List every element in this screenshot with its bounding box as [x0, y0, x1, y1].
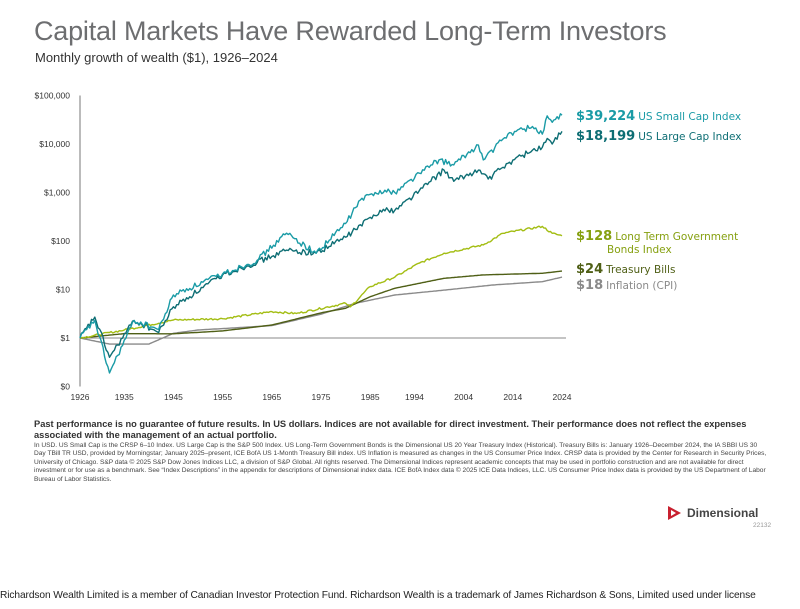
series-line-long-term-government-bonds-index — [79, 225, 563, 339]
x-tick-label: 2014 — [503, 392, 522, 402]
y-tick-label: $0 — [61, 382, 71, 392]
x-tick-label: 2004 — [454, 392, 473, 402]
y-tick-label: $10 — [56, 285, 70, 295]
disclaimer-text: In USD. US Small Cap is the CRSP 6–10 In… — [34, 442, 767, 483]
series-line-us-small-cap-index — [79, 113, 563, 374]
label-small-cap: $39,224 US Small Cap Index — [576, 109, 741, 124]
label-name: Inflation (CPI) — [606, 280, 678, 292]
document-code: 22132 — [753, 522, 772, 529]
x-tick-label: 1935 — [115, 392, 134, 402]
label-large-cap: $18,199 US Large Cap Index — [576, 129, 741, 144]
footer-text: Richardson Wealth Limited is a member of… — [0, 590, 756, 601]
x-tick-label: 2024 — [553, 392, 572, 402]
label-value: $18,199 — [576, 129, 636, 144]
chart-title: Capital Markets Have Rewarded Long-Term … — [34, 16, 667, 46]
logo-triangle-icon — [668, 506, 681, 520]
y-tick-label: $1,000 — [44, 188, 70, 198]
label-name: US Small Cap Index — [638, 111, 742, 123]
logo-text: Dimensional — [687, 506, 759, 520]
disclaimer-bold: Past performance is no guarantee of futu… — [34, 419, 747, 440]
y-tick-label: $10,000 — [39, 139, 70, 149]
x-tick-label: 1985 — [361, 392, 380, 402]
label-name: US Large Cap Index — [638, 131, 742, 143]
label-name: Long Term Government — [615, 231, 739, 243]
x-tick-label: 1975 — [312, 392, 331, 402]
x-tick-label: 1965 — [262, 392, 281, 402]
label-bonds: $128 Long Term Government Bonds Index — [576, 230, 738, 257]
label-value: $24 — [576, 262, 604, 277]
label-cpi: $18 Inflation (CPI) — [576, 278, 677, 293]
label-value: $39,224 — [576, 109, 636, 124]
y-tick-label: $1 — [61, 333, 71, 343]
label-value: $18 — [576, 278, 604, 293]
y-tick-label: $100,000 — [35, 91, 71, 101]
dimensional-logo: Dimensional — [666, 505, 758, 521]
y-tick-label: $100 — [51, 236, 70, 246]
series-line-treasury-bills — [79, 270, 563, 339]
x-tick-label: 1945 — [164, 392, 183, 402]
label-name: Treasury Bills — [606, 264, 676, 276]
series-line-us-large-cap-index — [79, 131, 563, 358]
chart-subtitle: Monthly growth of wealth ($1), 1926–2024 — [35, 50, 278, 65]
x-tick-label: 1926 — [71, 392, 90, 402]
label-value: $128 — [576, 229, 613, 244]
series-line-inflation-cpi — [79, 276, 563, 345]
x-tick-label: 1994 — [405, 392, 424, 402]
label-tbills: $24 Treasury Bills — [576, 262, 675, 277]
label-name-2: Bonds Index — [607, 244, 672, 256]
x-tick-label: 1955 — [213, 392, 232, 402]
